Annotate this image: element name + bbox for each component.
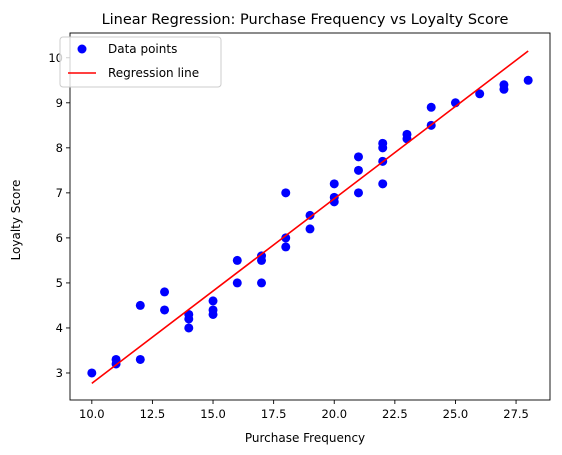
y-tick-label: 6 — [56, 231, 63, 245]
data-point — [329, 179, 339, 189]
axes-frame — [69, 32, 551, 401]
plot-area: 10.0 12.5 15.0 17.5 20.0 22.5 25.0 27.5 3 4 5 6 7 8 9 1… — [48, 32, 551, 421]
x-axis-label: Purchase Frequency — [245, 431, 365, 445]
legend-label-data-points: Data points — [108, 42, 177, 56]
data-point — [378, 179, 388, 189]
x-tick-label: 20.0 — [321, 407, 347, 421]
data-point — [87, 368, 97, 378]
data-point — [184, 323, 194, 333]
data-point — [111, 354, 121, 364]
y-tick-label: 4 — [56, 321, 63, 335]
x-tick-label: 25.0 — [443, 407, 469, 421]
data-point — [353, 188, 363, 198]
data-point — [232, 255, 242, 265]
y-tick-label: 9 — [56, 96, 63, 110]
data-point — [378, 138, 388, 148]
legend-label-regression-line: Regression line — [108, 66, 199, 80]
x-tick-label: 22.5 — [382, 407, 408, 421]
data-point — [353, 152, 363, 162]
x-tick-label: 10.0 — [79, 407, 105, 421]
y-tick-label: 3 — [56, 366, 63, 380]
data-point — [232, 278, 242, 288]
data-point — [402, 129, 412, 139]
data-point — [475, 89, 485, 99]
x-tick-label: 12.5 — [140, 407, 166, 421]
data-point — [281, 233, 291, 243]
data-point — [305, 224, 315, 234]
y-tick-label: 10 — [48, 51, 63, 65]
chart-title: Linear Regression: Purchase Frequency vs… — [102, 12, 509, 28]
y-tick-label: 5 — [56, 276, 63, 290]
x-tick-label: 27.5 — [503, 407, 529, 421]
data-point — [257, 278, 267, 288]
legend-marker-data-points — [77, 44, 87, 54]
legend-box — [59, 36, 222, 88]
data-point — [305, 210, 315, 220]
data-point — [208, 296, 218, 306]
regression-line — [91, 50, 529, 384]
data-point — [523, 75, 533, 85]
data-point — [281, 242, 291, 252]
data-point — [257, 251, 267, 261]
data-point — [208, 305, 218, 315]
data-point — [353, 165, 363, 175]
data-point — [135, 300, 145, 310]
data-point — [281, 188, 291, 198]
y-axis-label: Loyalty Score — [9, 180, 23, 261]
x-tick-label: 17.5 — [261, 407, 287, 421]
data-point — [499, 80, 509, 90]
data-point — [426, 102, 436, 112]
data-point — [135, 354, 145, 364]
y-tick-label: 7 — [56, 186, 63, 200]
y-tick-label: 8 — [56, 141, 63, 155]
x-tick-label: 15.0 — [200, 407, 226, 421]
data-point — [160, 287, 170, 297]
data-point — [160, 305, 170, 315]
legend: Data points Regression line — [59, 36, 222, 88]
